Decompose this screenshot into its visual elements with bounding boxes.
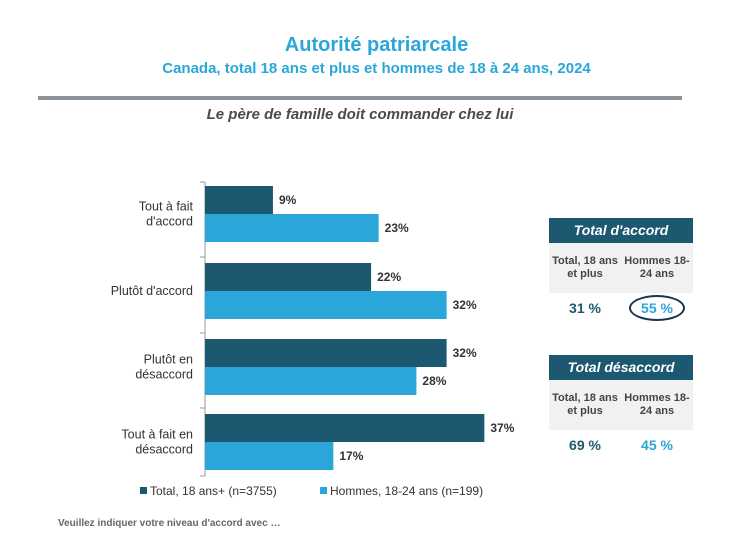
legend-label-men: Hommes, 18-24 ans (n=199)	[330, 484, 483, 498]
agree-col-men: Hommes 18-24 ans	[624, 255, 690, 280]
disagree-value-total: 69 %	[569, 437, 601, 453]
bar-label-men-1: 32%	[453, 298, 477, 312]
bar-label-men-2: 28%	[422, 374, 446, 388]
disagree-col-men: Hommes 18-24 ans	[624, 392, 690, 417]
bar-label-men-3: 17%	[339, 449, 363, 463]
disagree-col-total: Total, 18 ans et plus	[552, 392, 618, 417]
legend-label-total: Total, 18 ans+ (n=3755)	[150, 484, 277, 498]
footer-note: Veuillez indiquer votre niveau d'accord …	[58, 518, 281, 529]
survey-question: Le père de famille doit commander chez l…	[206, 106, 514, 123]
bar-total-1	[205, 263, 372, 291]
category-label-3: désaccord	[135, 443, 193, 457]
bar-label-total-0: 9%	[279, 193, 297, 207]
disagree-panel-title: Total désaccord	[549, 355, 693, 380]
category-label-2: désaccord	[135, 368, 193, 382]
category-label-2: Plutôt en	[144, 353, 193, 367]
bar-total-0	[205, 186, 273, 214]
bar-label-total-3: 37%	[490, 421, 514, 435]
chart-title: Autorité patriarcale	[284, 34, 469, 56]
bar-label-total-1: 22%	[377, 270, 401, 284]
bar-label-men-0: 23%	[385, 221, 409, 235]
bar-label-total-2: 32%	[453, 346, 477, 360]
bar-men-0	[205, 214, 379, 242]
agree-value-total: 31 %	[569, 300, 601, 316]
agree-panel-title: Total d'accord	[549, 218, 693, 243]
disagree-summary-panel: Total désaccord Total, 18 ans et plus Ho…	[549, 355, 693, 460]
legend-swatch-total	[140, 487, 147, 494]
chart-subtitle: Canada, total 18 ans et plus et hommes d…	[162, 60, 591, 77]
bar-men-3	[205, 442, 334, 470]
disagree-value-men: 45 %	[641, 437, 673, 453]
bar-total-2	[205, 339, 447, 367]
agree-value-men-circled: 55 %	[629, 295, 685, 321]
category-label-1: Plutôt d'accord	[111, 284, 193, 298]
legend-swatch-men	[320, 487, 327, 494]
category-label-3: Tout à fait en	[121, 428, 193, 442]
agree-col-total: Total, 18 ans et plus	[552, 255, 618, 280]
agree-summary-panel: Total d'accord Total, 18 ans et plus Hom…	[549, 218, 693, 323]
bar-men-1	[205, 291, 447, 319]
bar-men-2	[205, 367, 417, 395]
bar-total-3	[205, 414, 485, 442]
category-label-0: Tout à fait	[139, 200, 194, 214]
divider-rule	[38, 96, 682, 100]
category-label-0: d'accord	[146, 215, 193, 229]
